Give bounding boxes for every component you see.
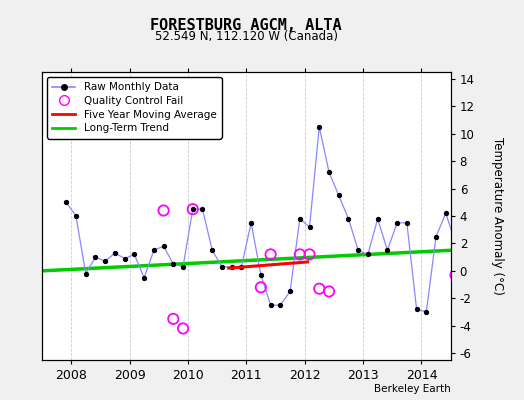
- Point: [364, 251, 372, 258]
- Point: [159, 207, 168, 214]
- Point: [91, 254, 100, 260]
- Text: 52.549 N, 112.120 W (Canada): 52.549 N, 112.120 W (Canada): [155, 30, 338, 43]
- Text: Berkeley Earth: Berkeley Earth: [374, 384, 451, 394]
- Point: [325, 288, 333, 295]
- Point: [266, 302, 275, 308]
- Point: [354, 247, 363, 254]
- Point: [451, 272, 460, 278]
- Point: [276, 302, 285, 308]
- Point: [266, 251, 275, 258]
- Point: [442, 210, 450, 216]
- Point: [451, 240, 460, 247]
- Point: [111, 250, 119, 256]
- Point: [296, 216, 304, 222]
- Y-axis label: Temperature Anomaly (°C): Temperature Anomaly (°C): [492, 137, 504, 295]
- Point: [305, 224, 314, 230]
- Point: [315, 124, 323, 130]
- Point: [179, 264, 187, 270]
- Point: [179, 325, 187, 332]
- Point: [422, 309, 431, 315]
- Point: [218, 264, 226, 270]
- Point: [344, 216, 353, 222]
- Point: [189, 206, 197, 212]
- Point: [237, 264, 246, 270]
- Point: [393, 220, 401, 226]
- Point: [121, 255, 129, 262]
- Point: [227, 264, 236, 270]
- Point: [101, 258, 110, 264]
- Point: [208, 247, 216, 254]
- Point: [325, 169, 333, 175]
- Point: [198, 206, 206, 212]
- Point: [257, 284, 265, 290]
- Point: [150, 247, 158, 254]
- Point: [72, 213, 80, 219]
- Legend: Raw Monthly Data, Quality Control Fail, Five Year Moving Average, Long-Term Tren: Raw Monthly Data, Quality Control Fail, …: [47, 77, 222, 138]
- Point: [374, 216, 382, 222]
- Point: [461, 261, 470, 267]
- Point: [247, 220, 255, 226]
- Point: [189, 206, 197, 212]
- Point: [62, 199, 70, 206]
- Point: [315, 286, 323, 292]
- Point: [169, 261, 178, 267]
- Point: [305, 251, 314, 258]
- Point: [296, 251, 304, 258]
- Point: [159, 243, 168, 249]
- Point: [82, 270, 90, 277]
- Point: [140, 274, 148, 281]
- Point: [169, 316, 178, 322]
- Point: [257, 272, 265, 278]
- Point: [432, 233, 440, 240]
- Point: [286, 288, 294, 295]
- Point: [412, 306, 421, 312]
- Point: [130, 251, 138, 258]
- Point: [383, 247, 391, 254]
- Point: [402, 220, 411, 226]
- Text: FORESTBURG AGCM, ALTA: FORESTBURG AGCM, ALTA: [150, 18, 342, 33]
- Point: [334, 192, 343, 199]
